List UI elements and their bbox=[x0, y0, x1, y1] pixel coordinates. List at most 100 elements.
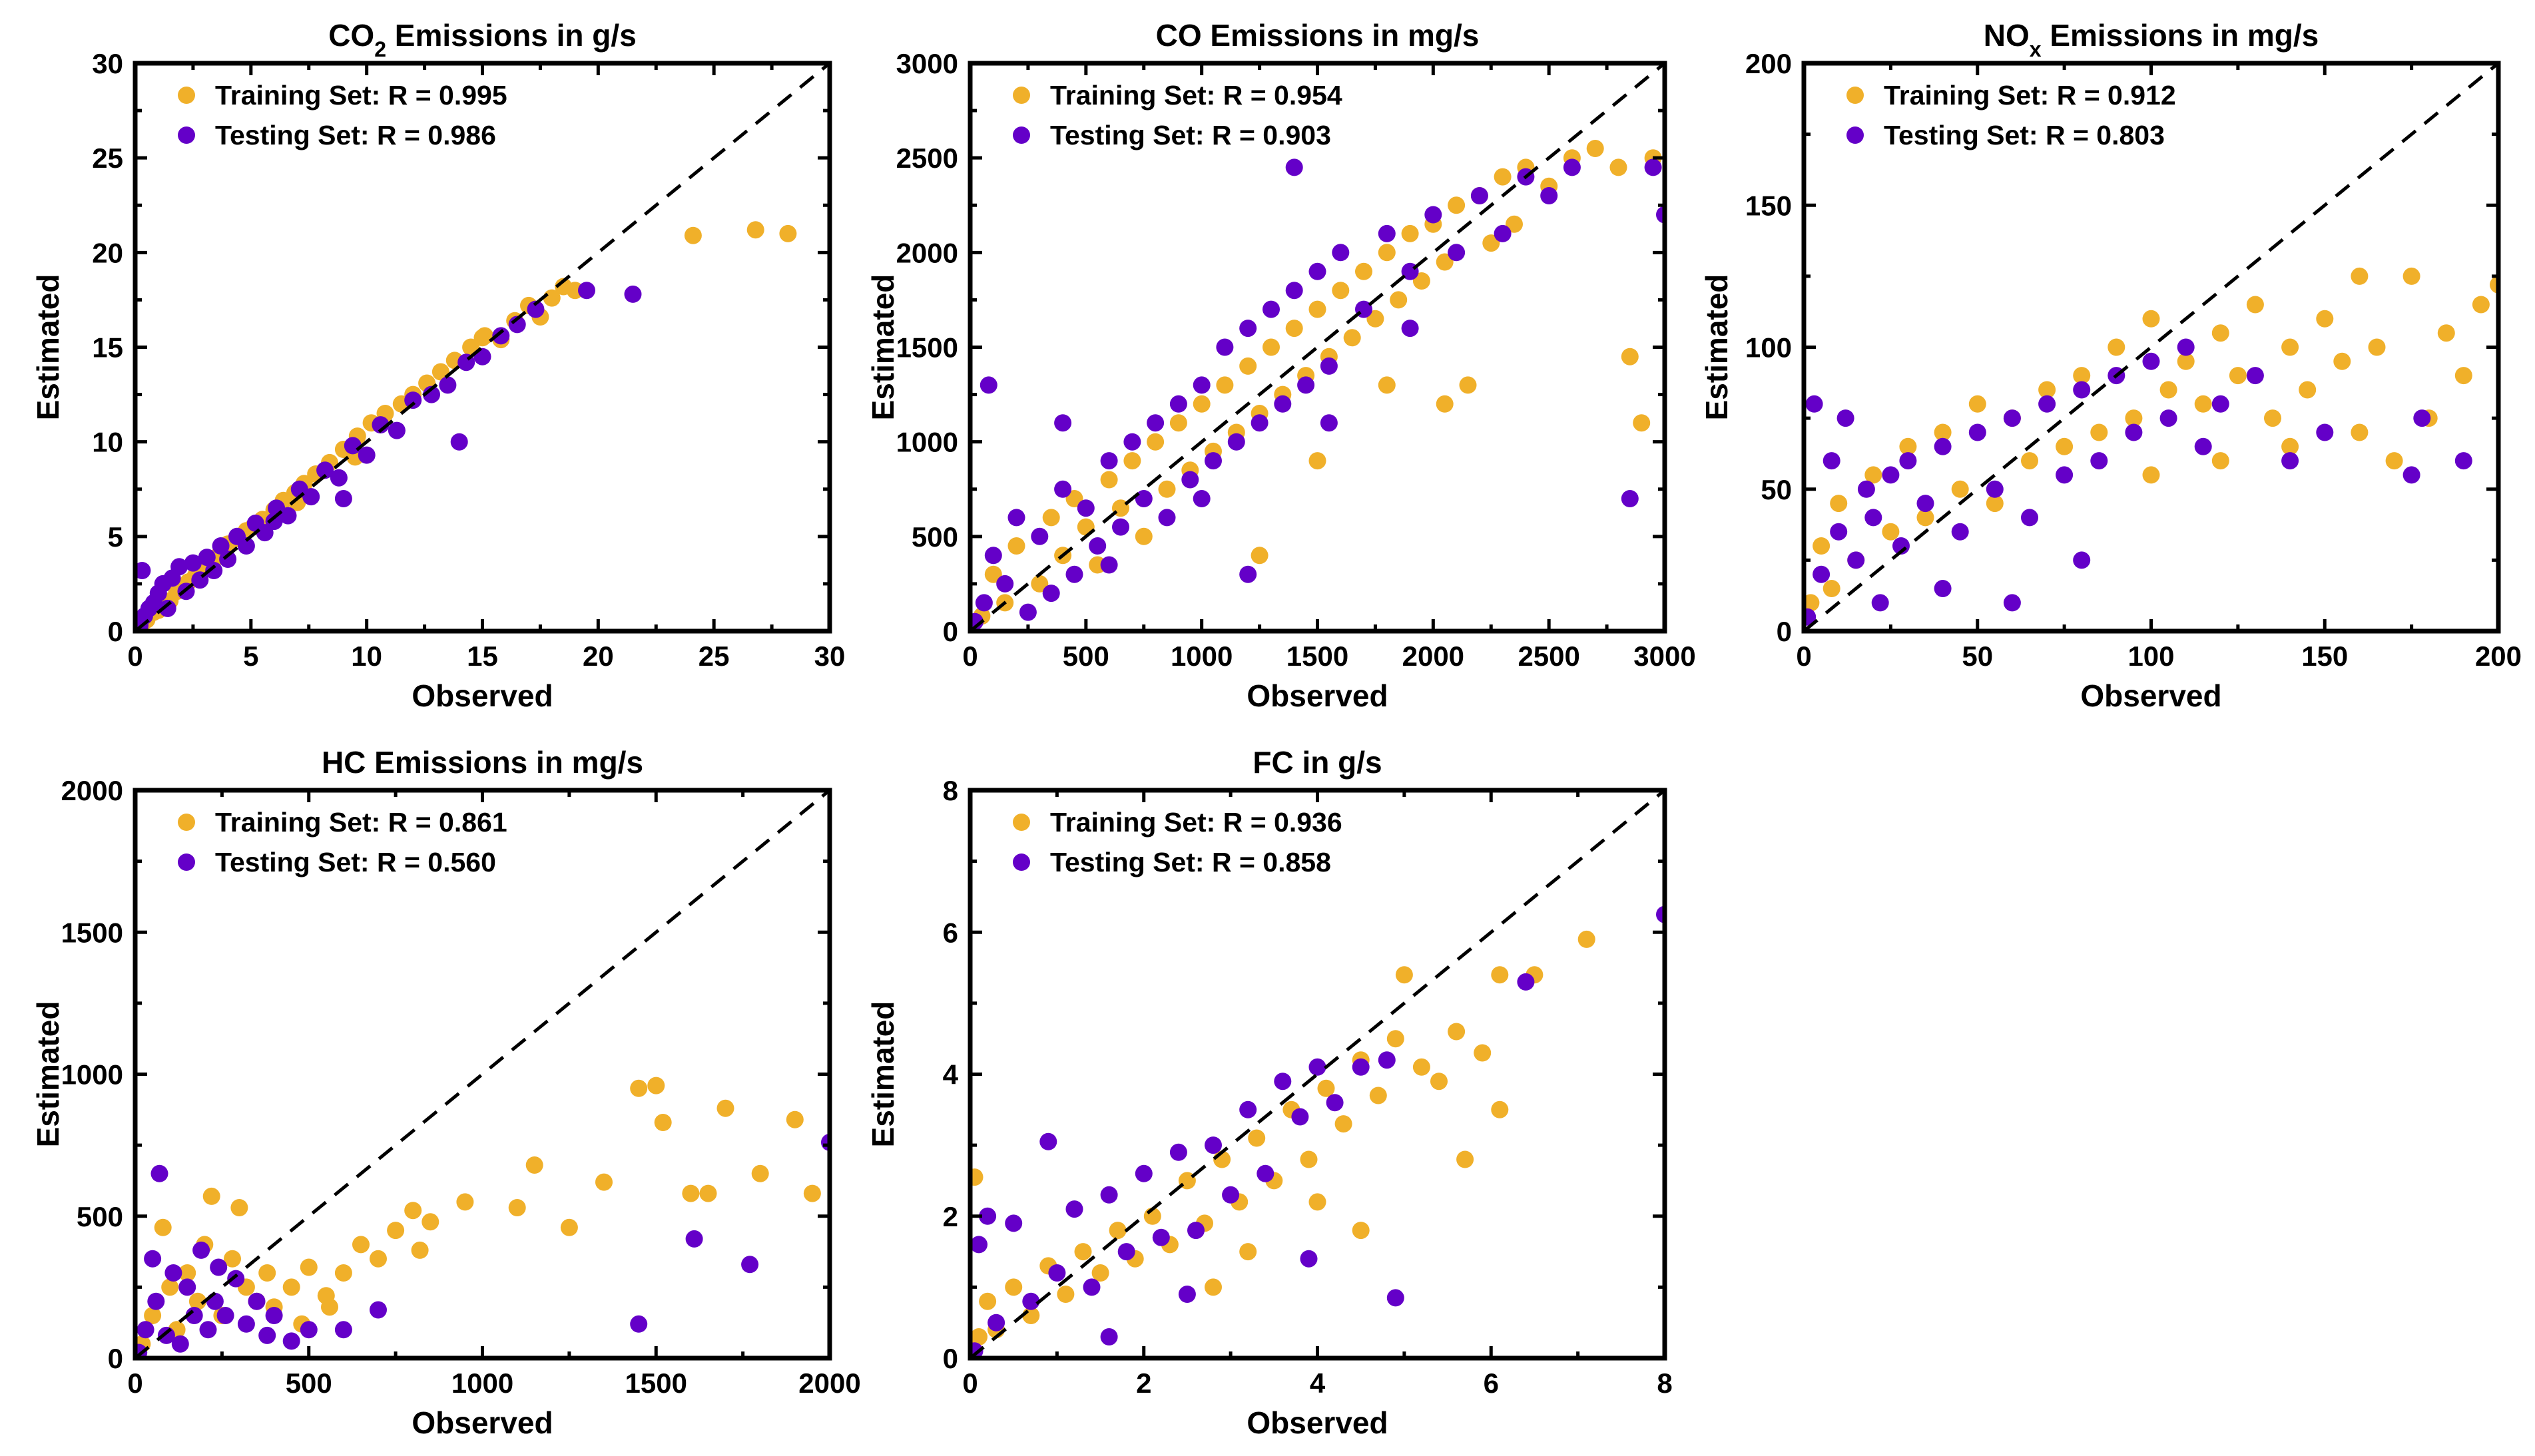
chart1-series-2-point-18 bbox=[237, 537, 255, 555]
chart3-series-2-point-17 bbox=[1968, 423, 1986, 441]
chart5-series-2-point-31 bbox=[1178, 1286, 1196, 1303]
chart2-series-1-point-35 bbox=[1378, 244, 1396, 262]
chart2-ytick-label-5: 2000 bbox=[896, 237, 958, 268]
chart3-series-1-point-16 bbox=[2038, 381, 2056, 399]
chart1-ytick-label-2: 5 bbox=[108, 521, 123, 553]
chart5-series-1-point-9 bbox=[1074, 1243, 1092, 1261]
chart5-series-1-point-35 bbox=[1491, 1100, 1509, 1118]
chart4-ytick-label-5: 2000 bbox=[61, 775, 123, 806]
chart4-series-1-point-36 bbox=[716, 1099, 734, 1117]
chart2-legend-label-1: Training Set: R = 0.954 bbox=[1050, 80, 1342, 111]
chart3-series-2-point-1 bbox=[1804, 608, 1817, 626]
chart4-ytick-label-3: 1000 bbox=[61, 1059, 123, 1091]
chart2-ytick-label-7: 3000 bbox=[896, 48, 958, 79]
chart5-series-2-point-5 bbox=[1005, 1214, 1023, 1232]
chart1-series-2-point-25 bbox=[316, 461, 334, 479]
chart3-series-2-point-21 bbox=[2038, 395, 2056, 413]
chart1-series-2-point-41 bbox=[624, 285, 642, 303]
chart5-xlabel: Observed bbox=[1247, 1405, 1388, 1440]
chart4-series-2-point-18 bbox=[265, 1307, 283, 1324]
chart5-series-2-point-16 bbox=[1187, 1222, 1205, 1240]
chart2-ytick-label-4: 1500 bbox=[896, 332, 958, 364]
chart1-legend-label-1: Training Set: R = 0.995 bbox=[215, 80, 507, 111]
chart4-series-1-point-21 bbox=[352, 1236, 370, 1254]
chart5-series-2-point-6 bbox=[1022, 1292, 1040, 1310]
chart2-series-1 bbox=[973, 140, 1662, 625]
chart4-series-2-point-24 bbox=[685, 1230, 703, 1248]
chart3-points bbox=[1804, 267, 2498, 626]
chart2-series-2-point-25 bbox=[1239, 320, 1257, 338]
chart3-series-2-point-15 bbox=[1934, 437, 1952, 455]
chart4-series-1-point-17 bbox=[282, 1278, 300, 1296]
chart4-series-2-point-28 bbox=[258, 1326, 276, 1344]
chart3-series-1-point-9 bbox=[1916, 509, 1934, 527]
chart1-xtick-label-7: 30 bbox=[814, 640, 846, 672]
chart3-series-2-point-19 bbox=[2003, 409, 2021, 427]
chart2-panel: 0 500 1000 1500 2000 2500 3000 0 500 1000 1500 2000… bbox=[866, 18, 1696, 713]
chart3-xtick-label-2: 50 bbox=[1962, 640, 1993, 672]
chart3-series-2-point-20 bbox=[2021, 509, 2038, 527]
chart3-series-1-point-31 bbox=[2299, 381, 2317, 399]
chart2-series-1-point-51 bbox=[1609, 158, 1627, 176]
chart4-series-1-point-18 bbox=[300, 1258, 318, 1276]
chart3-series-1-point-45 bbox=[2142, 466, 2160, 484]
chart2-title: CO Emissions in mg/s bbox=[1156, 18, 1480, 53]
chart1-series-1-point-44 bbox=[684, 226, 702, 244]
chart2-series-2-point-30 bbox=[1297, 376, 1315, 394]
chart5-series-2-point-28 bbox=[1517, 973, 1535, 991]
chart5-xtick-label-1: 0 bbox=[962, 1367, 978, 1399]
chart2-ylabel: Estimated bbox=[866, 274, 900, 421]
chart2-series-2-point-12 bbox=[1089, 537, 1107, 555]
chart3-series-1-point-30 bbox=[2281, 338, 2299, 356]
chart2-ytick-label-3: 1000 bbox=[896, 427, 958, 458]
chart2-series-2-point-13 bbox=[1100, 452, 1118, 470]
chart2-series-2-point-22 bbox=[1205, 452, 1222, 470]
chart4-series-1-point-15 bbox=[258, 1264, 276, 1282]
chart3-series-2-point-29 bbox=[2177, 338, 2195, 356]
chart5-series-2-point-3 bbox=[979, 1207, 997, 1225]
chart3-series-2 bbox=[1804, 338, 2472, 626]
chart3-series-1-point-23 bbox=[2159, 381, 2177, 399]
chart5-ylabel: Estimated bbox=[866, 1001, 900, 1148]
chart5-series-1 bbox=[970, 930, 1595, 1345]
chart4-series-2-point-19 bbox=[282, 1332, 300, 1350]
chart2-series-2-point-4 bbox=[996, 575, 1014, 593]
chart3-series-2-point-7 bbox=[1847, 551, 1865, 569]
chart5-series-2-point-13 bbox=[1135, 1164, 1153, 1182]
chart1-series-2-point-34 bbox=[450, 433, 468, 451]
chart2-series-2-point-28 bbox=[1274, 395, 1292, 413]
chart3-series-2-point-38 bbox=[2073, 551, 2091, 569]
chart4-series-2-point-25 bbox=[741, 1256, 759, 1274]
chart5-series-2-point-18 bbox=[1222, 1186, 1240, 1204]
chart3-series-2-point-28 bbox=[2159, 409, 2177, 427]
chart4-series-1-point-41 bbox=[321, 1298, 338, 1316]
chart1-series-2-point-22 bbox=[279, 507, 297, 525]
chart3-series-1-point-28 bbox=[2246, 296, 2264, 314]
chart4-series-1-point-40 bbox=[411, 1241, 429, 1259]
chart1-series-2-point-44 bbox=[265, 513, 283, 531]
chart5-series-1-point-39 bbox=[1239, 1243, 1257, 1261]
chart3-reference-line bbox=[1803, 62, 2500, 632]
chart2-series-2 bbox=[970, 158, 1665, 630]
chart2-series-2-point-7 bbox=[1031, 527, 1049, 545]
chart3-series-1-point-10 bbox=[1934, 423, 1952, 441]
chart4-title: HC Emissions in mg/s bbox=[322, 745, 643, 780]
chart5-series-1-point-22 bbox=[1300, 1150, 1318, 1168]
chart3-series-1-point-43 bbox=[2351, 423, 2369, 441]
chart2-xtick-label-2: 500 bbox=[1063, 640, 1109, 672]
chart4-xtick-label-5: 2000 bbox=[798, 1367, 860, 1399]
chart3-series-2-point-9 bbox=[1864, 509, 1882, 527]
chart2-series-1-point-52 bbox=[1621, 348, 1639, 365]
chart2-series-2-point-33 bbox=[1332, 244, 1350, 262]
chart5-series-1-point-33 bbox=[1474, 1044, 1492, 1062]
chart5-series-2-point-10 bbox=[1083, 1278, 1101, 1296]
chart5-series-2-point-30 bbox=[1300, 1250, 1318, 1268]
chart1-ytick-label-6: 25 bbox=[92, 142, 123, 174]
chart2-series-2-point-32 bbox=[1320, 357, 1338, 375]
chart2-series-1-point-11 bbox=[1100, 471, 1118, 489]
chart3-title-rest: Emissions in mg/s bbox=[2042, 18, 2319, 53]
chart1-ytick-label-3: 10 bbox=[92, 427, 123, 458]
chart3-ytick-label-3: 100 bbox=[1745, 332, 1792, 364]
chart2-series-2-point-51 bbox=[1320, 414, 1338, 432]
